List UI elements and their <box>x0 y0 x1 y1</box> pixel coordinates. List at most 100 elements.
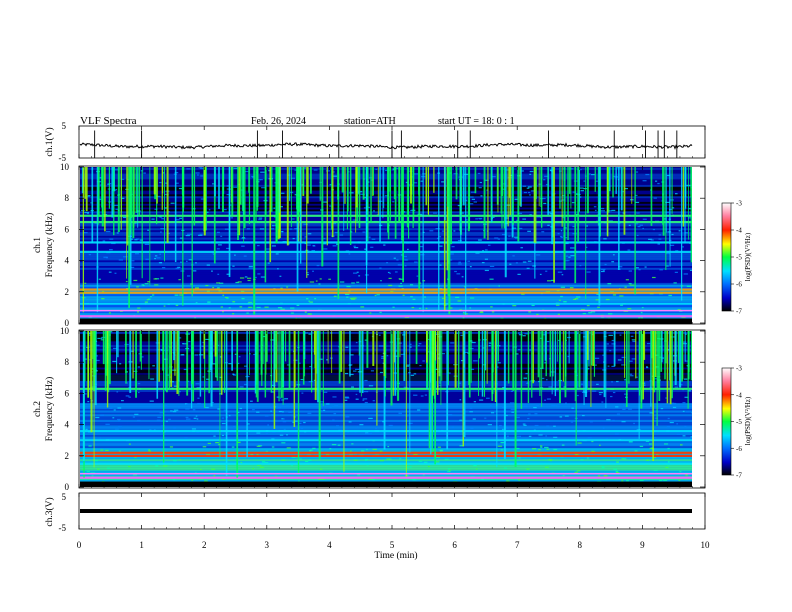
spec-speckle <box>398 285 403 287</box>
spec-texture-row <box>80 229 692 233</box>
spec-texture-row <box>80 246 692 250</box>
spec-speckle <box>484 179 489 181</box>
spec-speckle <box>213 435 216 437</box>
spec-speckle <box>481 478 484 480</box>
spec-speckle <box>634 194 638 196</box>
spec-speckle <box>626 404 631 406</box>
spec-sferic <box>587 331 589 360</box>
spec-sferic <box>590 331 593 366</box>
spec-sferic <box>214 167 216 197</box>
spec-sferic <box>278 167 280 213</box>
spec-speckle <box>557 339 560 342</box>
spec-speckle <box>132 474 138 476</box>
spec-speckle <box>190 283 193 285</box>
spec-speckle <box>237 362 240 365</box>
spec-speckle <box>514 198 518 200</box>
spec-speckle <box>546 340 550 343</box>
spec-speckle <box>206 378 210 380</box>
spec-sferic <box>164 167 165 262</box>
spec-speckle <box>494 237 499 239</box>
spec-speckle <box>194 354 199 356</box>
spec-speckle <box>631 339 636 341</box>
spec-speckle <box>281 411 284 413</box>
spec-speckle <box>667 417 670 420</box>
ch1-ytick-top: 5 <box>62 121 67 131</box>
spec-speckle <box>618 266 623 268</box>
spec-speckle <box>545 270 548 272</box>
spec-sferic <box>578 331 581 388</box>
spec-speckle <box>392 306 395 308</box>
spec-sferic <box>170 331 172 374</box>
spec-sferic <box>537 331 540 378</box>
spec-speckle <box>162 465 168 467</box>
spec-texture-row <box>80 195 692 199</box>
spec-texture-row <box>80 434 692 437</box>
spec-speckle <box>145 258 149 260</box>
spec-band <box>80 462 692 465</box>
spec-speckle <box>260 276 266 278</box>
spec-speckle <box>248 306 253 308</box>
spec-sferic <box>314 331 317 400</box>
spec-speckle <box>515 262 518 264</box>
spec-speckle <box>484 258 488 260</box>
spec-sferic <box>243 167 246 229</box>
spec-speckle <box>200 198 204 200</box>
spec-speckle <box>202 341 205 344</box>
spec-speckle <box>406 466 409 468</box>
spec-speckle <box>394 167 399 169</box>
spec-speckle <box>359 424 364 426</box>
spec-sferic <box>366 331 369 368</box>
spec-speckle <box>136 238 140 240</box>
spec-speckle <box>611 365 615 368</box>
spec-sferic <box>662 167 665 236</box>
spec-speckle <box>115 208 119 210</box>
spec-speckle <box>654 417 658 419</box>
spec-speckle <box>115 428 119 430</box>
spec-speckle <box>196 431 200 433</box>
spec-texture-row <box>80 384 692 387</box>
spec-speckle <box>406 364 410 366</box>
spec-speckle <box>579 264 582 267</box>
spec-speckle <box>134 253 139 255</box>
spec-sferic <box>130 167 133 218</box>
spec-sferic <box>538 167 540 207</box>
spec-speckle <box>211 270 213 272</box>
spec-speckle <box>639 224 643 226</box>
spec-speckle <box>256 306 261 309</box>
spec-speckle <box>570 255 575 257</box>
spec-speckle <box>411 306 415 309</box>
spec-speckle <box>569 287 574 289</box>
spec-sferic <box>344 167 346 204</box>
spec-sferic <box>317 331 320 403</box>
spec-speckle <box>316 264 320 267</box>
spec-sferic <box>365 167 368 266</box>
spec-sferic <box>361 331 364 394</box>
spec-speckle <box>489 265 495 268</box>
spec-speckle <box>103 256 108 258</box>
spec-speckle <box>329 448 332 450</box>
spec-texture-row <box>80 399 692 402</box>
spec-sferic <box>92 331 94 360</box>
spec-speckle <box>269 406 273 408</box>
spec-band <box>80 288 692 291</box>
spec-speckle <box>511 411 514 413</box>
spec-band-low <box>80 472 692 475</box>
spec-sferic <box>93 331 95 468</box>
spec-speckle <box>198 167 203 169</box>
spec-sferic <box>574 331 577 389</box>
spec-speckle <box>306 244 311 246</box>
spec-speckle <box>197 402 202 405</box>
spec-speckle <box>239 306 243 308</box>
spec-speckle <box>539 445 543 447</box>
spec-speckle <box>648 238 653 240</box>
spec-speckle <box>239 386 244 388</box>
spec-speckle <box>444 458 449 461</box>
spec-speckle <box>418 344 420 347</box>
spec-sferic <box>138 167 141 217</box>
spec-sferic <box>390 331 393 406</box>
spec-sferic <box>531 331 533 398</box>
spec-speckle <box>429 230 434 232</box>
spec-sferic <box>613 331 616 367</box>
spec-speckle <box>685 411 690 413</box>
spec-sferic <box>221 167 224 213</box>
